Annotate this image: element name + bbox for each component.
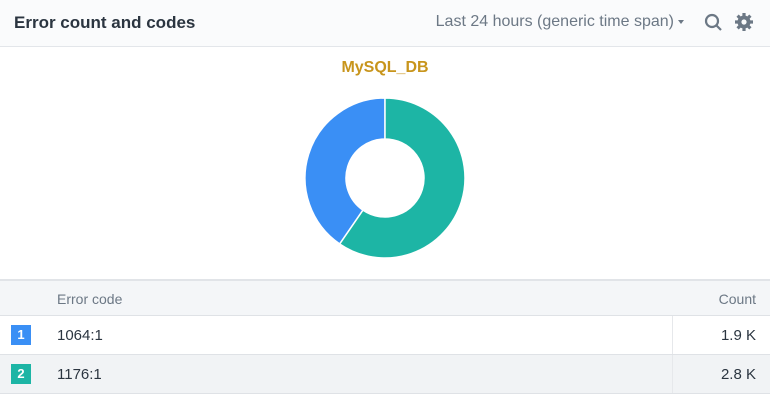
search-icon[interactable] (704, 13, 722, 31)
column-header: Error code (57, 291, 123, 307)
chart-title: MySQL_DB (341, 59, 428, 76)
header-icons (678, 13, 753, 31)
time-range[interactable]: Last 24 hours (generic time span) (435, 13, 674, 30)
error-count: 2.8 K (720, 366, 756, 383)
error-table: Error code Count 1 1064:1 1.9 K 2 1176:1 2.8 … (0, 279, 770, 394)
donut-segment (338, 97, 466, 259)
cell-divider (672, 316, 673, 354)
cell-divider (672, 355, 673, 393)
widget-title: Error count and codes (14, 13, 196, 32)
rank-badge: 2 (11, 364, 31, 384)
settings-icon[interactable] (735, 13, 753, 31)
error-code: 1176:1 (57, 366, 102, 383)
table-row[interactable]: 1 1064:1 1.9 K (0, 316, 770, 355)
donut-segment (304, 97, 386, 245)
error-code: 1064:1 (57, 327, 103, 344)
column-header: Count (718, 291, 756, 307)
error-count: 1.9 K (720, 327, 756, 344)
dropdown-caret[interactable] (678, 20, 684, 24)
rank-badge: 1 (11, 325, 31, 345)
header: Error count and codes Last 24 hours (gen… (0, 0, 770, 47)
donut-chart: MySQL_DB (304, 59, 466, 259)
table-row[interactable]: 2 1176:1 2.8 K (0, 355, 770, 394)
table-header: Error code Count (0, 281, 770, 316)
